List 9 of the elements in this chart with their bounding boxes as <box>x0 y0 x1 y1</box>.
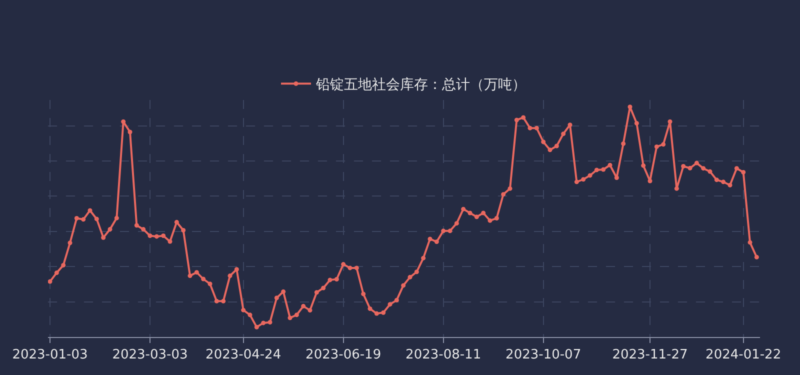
x-tick-label: 2023-10-07 <box>506 348 582 363</box>
legend-label: 铅锭五地社会库存：总计（万吨） <box>315 77 526 94</box>
x-tick-label: 2023-11-27 <box>612 348 688 363</box>
x-tick-label: 2023-01-03 <box>12 348 88 363</box>
x-tick-label: 2023-06-19 <box>306 348 382 363</box>
x-tick-label: 2023-08-11 <box>406 348 482 363</box>
x-tick-label: 2023-03-03 <box>112 348 188 363</box>
x-tick-label: 2023-04-24 <box>206 348 282 363</box>
x-tick-label: 2024-01-22 <box>706 348 782 363</box>
